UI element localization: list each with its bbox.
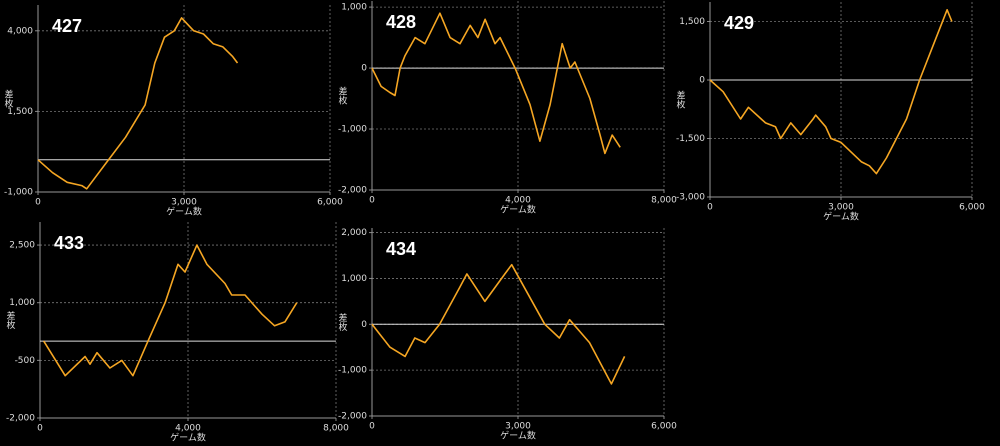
y-tick-label: 1,000 (9, 298, 35, 308)
data-line (37, 17, 239, 190)
x-tick-label: 8,000 (323, 424, 349, 434)
x-tick-label: 3,000 (505, 422, 531, 432)
y-tick-label: 1,500 (7, 107, 33, 117)
y-tick-label: -1,000 (4, 188, 33, 198)
y-tick-label: -1,500 (676, 134, 705, 144)
x-tick-label: 6,000 (317, 198, 343, 208)
x-tick-label: 8,000 (651, 196, 677, 206)
y-tick-label: -1,000 (338, 125, 367, 135)
x-axis-label: ゲーム数 (170, 432, 206, 444)
y-tick-label: -2,000 (338, 412, 367, 422)
y-tick-label: 2,000 (341, 228, 367, 238)
y-axis-label: 差枚 (337, 312, 348, 332)
y-tick-label: 1,000 (341, 274, 367, 284)
x-tick-label: 0 (37, 424, 43, 434)
y-tick-label: -500 (15, 356, 36, 366)
data-line (371, 263, 626, 385)
chart-title: 434 (386, 239, 416, 259)
chart-title: 428 (386, 12, 416, 32)
x-tick-label: 0 (707, 203, 713, 213)
y-axis-label: 差枚 (337, 85, 348, 105)
y-tick-label: 0 (699, 76, 705, 86)
y-tick-label: 4,000 (7, 26, 33, 36)
chart-title: 433 (54, 233, 84, 253)
y-tick-label: 1,500 (679, 17, 705, 27)
x-tick-label: 3,000 (828, 203, 854, 213)
y-tick-label: -2,000 (338, 186, 367, 196)
y-tick-label: -2,000 (6, 414, 35, 424)
x-tick-label: 6,000 (651, 422, 677, 432)
y-tick-label: 1,000 (341, 3, 367, 13)
y-axis-label: 差枚 (3, 88, 14, 108)
data-line (709, 9, 953, 175)
x-tick-label: 0 (35, 198, 41, 208)
x-axis-label: ゲーム数 (166, 206, 202, 218)
x-tick-label: 4,000 (175, 424, 201, 434)
x-axis-label: ゲーム数 (500, 430, 536, 442)
y-tick-label: -1,000 (338, 366, 367, 376)
y-tick-label: 0 (361, 320, 367, 330)
x-axis-label: ゲーム数 (823, 211, 859, 223)
data-line (371, 12, 621, 155)
x-tick-label: 0 (369, 422, 375, 432)
y-axis-label: 差枚 (675, 89, 686, 109)
x-tick-label: 4,000 (505, 196, 531, 206)
x-tick-label: 0 (369, 196, 375, 206)
chart-title: 429 (724, 13, 754, 33)
y-tick-label: -3,000 (676, 193, 705, 203)
y-tick-label: 2,500 (9, 241, 35, 251)
x-tick-label: 3,000 (171, 198, 197, 208)
x-tick-label: 6,000 (959, 203, 985, 213)
x-axis-label: ゲーム数 (500, 204, 536, 216)
y-tick-label: 0 (361, 64, 367, 74)
chart-title: 427 (52, 16, 82, 36)
data-line (43, 244, 298, 377)
y-axis-label: 差枚 (5, 310, 16, 330)
